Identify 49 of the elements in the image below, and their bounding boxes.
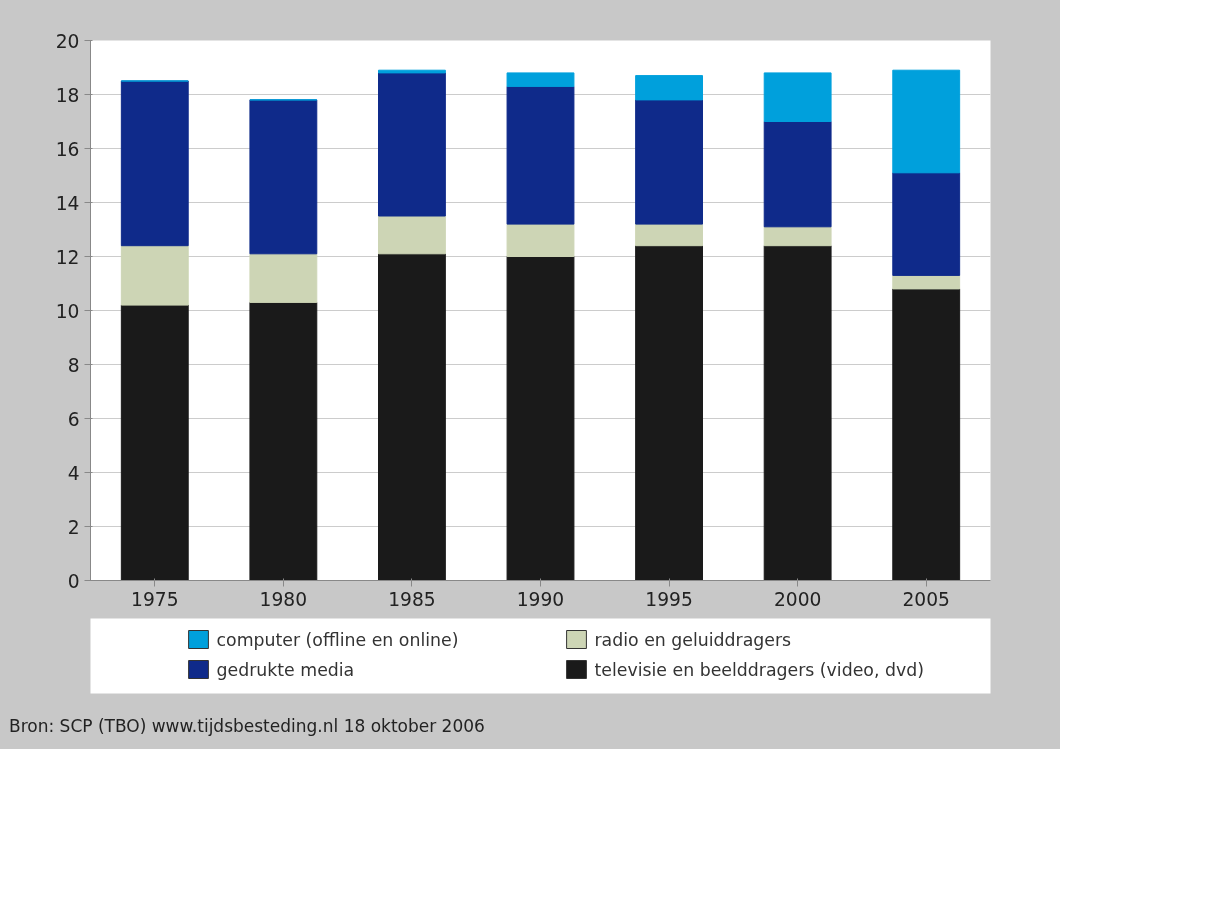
bar bbox=[763, 121, 832, 228]
text: Bron: SCP (TBO) www.tijdsbesteding.nl 18 oktober 2006 bbox=[9, 715, 485, 738]
x-tick-label: 1985 bbox=[388, 588, 436, 610]
legend-label: gedrukte media bbox=[216, 659, 355, 680]
bar bbox=[763, 245, 832, 581]
legend-label: computer (offline en online) bbox=[216, 629, 459, 650]
bar bbox=[892, 274, 961, 290]
bar bbox=[763, 72, 832, 122]
y-tick-label: 18 bbox=[55, 84, 80, 106]
bar bbox=[506, 256, 575, 581]
bar bbox=[378, 253, 446, 581]
bar bbox=[378, 215, 446, 255]
bar bbox=[249, 253, 318, 303]
y-tick-label: 0 bbox=[67, 570, 80, 592]
x-tick-label: 1995 bbox=[645, 588, 693, 610]
x-tick-label: 1980 bbox=[259, 588, 308, 610]
bar bbox=[635, 99, 703, 225]
bar bbox=[120, 80, 189, 247]
bar bbox=[120, 304, 189, 581]
bar bbox=[506, 223, 575, 257]
bar bbox=[763, 226, 832, 247]
legend-label: televisie en beelddragers (video, dvd) bbox=[594, 659, 924, 680]
y-tick-label: 10 bbox=[55, 300, 80, 322]
bar bbox=[635, 223, 703, 247]
y-tick-label: 6 bbox=[67, 408, 80, 430]
bar bbox=[892, 288, 961, 581]
bar bbox=[635, 75, 703, 101]
bar bbox=[378, 69, 446, 74]
x-tick-label: 1990 bbox=[516, 588, 565, 610]
y-tick-label: 16 bbox=[55, 138, 80, 160]
y-tick-label: 4 bbox=[67, 462, 80, 484]
y-tick-label: 14 bbox=[55, 192, 80, 214]
legend-label: radio en geluiddragers bbox=[594, 629, 792, 650]
bar bbox=[378, 72, 446, 217]
x-tick-label: 2000 bbox=[773, 588, 822, 610]
x-tick-label: 2005 bbox=[902, 588, 950, 610]
y-tick-label: 8 bbox=[67, 354, 80, 376]
bar bbox=[120, 245, 189, 306]
y-tick-label: 20 bbox=[55, 30, 80, 52]
bar bbox=[249, 99, 318, 255]
bar bbox=[892, 172, 961, 276]
bar bbox=[506, 72, 575, 87]
y-tick-label: 12 bbox=[55, 246, 80, 268]
bar bbox=[249, 301, 318, 581]
bar bbox=[892, 69, 961, 174]
bar bbox=[506, 85, 575, 225]
x-tick-label: 1975 bbox=[131, 588, 179, 610]
bar bbox=[635, 245, 703, 581]
y-tick-label: 2 bbox=[67, 516, 80, 538]
